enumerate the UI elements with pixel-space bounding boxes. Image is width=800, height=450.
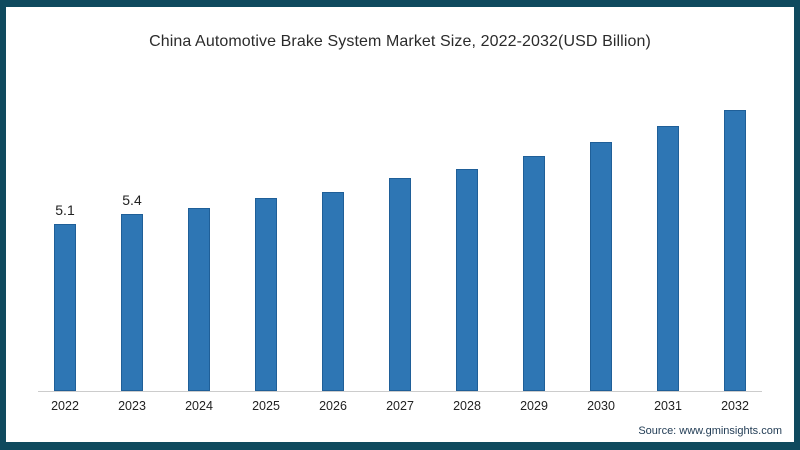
x-tick-2030: 2030 bbox=[587, 399, 615, 413]
bar-2023 bbox=[121, 214, 143, 391]
x-tick-2032: 2032 bbox=[721, 399, 749, 413]
bar-2030 bbox=[590, 142, 612, 391]
x-tick-2023: 2023 bbox=[118, 399, 146, 413]
x-tick-2028: 2028 bbox=[453, 399, 481, 413]
x-axis-line bbox=[38, 391, 762, 392]
x-tick-2022: 2022 bbox=[51, 399, 79, 413]
bar-2029 bbox=[523, 156, 545, 391]
x-tick-2027: 2027 bbox=[386, 399, 414, 413]
x-tick-2029: 2029 bbox=[520, 399, 548, 413]
x-tick-2025: 2025 bbox=[252, 399, 280, 413]
source-label: Source: www.gminsights.com bbox=[638, 425, 782, 437]
x-tick-2024: 2024 bbox=[185, 399, 213, 413]
chart-title: China Automotive Brake System Market Siz… bbox=[149, 33, 651, 50]
x-tick-2026: 2026 bbox=[319, 399, 347, 413]
bar-2025 bbox=[255, 198, 277, 391]
bar-2032 bbox=[724, 110, 746, 391]
bar-2027 bbox=[389, 178, 411, 391]
bar-2026 bbox=[322, 192, 344, 391]
bar-2022 bbox=[54, 224, 76, 391]
x-tick-2031: 2031 bbox=[654, 399, 682, 413]
data-label-2022: 5.1 bbox=[55, 202, 75, 218]
bar-2028 bbox=[456, 169, 478, 391]
bar-2031 bbox=[657, 126, 679, 391]
data-label-2023: 5.4 bbox=[122, 192, 142, 208]
bar-2024 bbox=[188, 208, 210, 391]
